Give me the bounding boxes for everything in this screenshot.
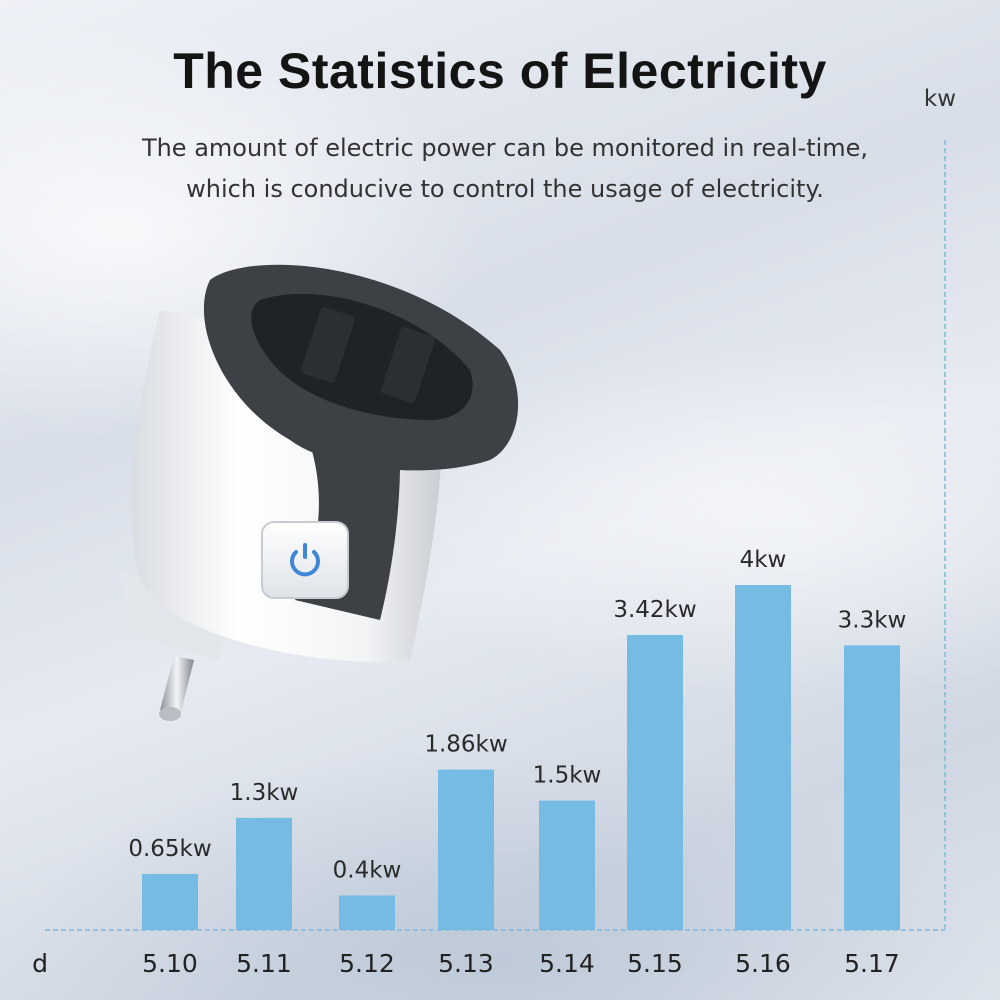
y-axis-unit-label: kw bbox=[924, 86, 956, 112]
bar-5.11 bbox=[236, 817, 292, 930]
tick-label-5.16: 5.16 bbox=[735, 949, 791, 978]
data-label-5.13: 1.86kw bbox=[424, 732, 507, 758]
power-button bbox=[261, 521, 349, 599]
bar-5.12 bbox=[339, 895, 395, 930]
bar-5.15 bbox=[627, 635, 683, 930]
data-label-5.16: 4kw bbox=[740, 547, 787, 573]
page-subtitle: The amount of electric power can be moni… bbox=[60, 128, 950, 210]
bar-5.10 bbox=[142, 873, 198, 930]
data-label-5.17: 3.3kw bbox=[838, 607, 907, 633]
data-label-5.14: 1.5kw bbox=[533, 763, 602, 789]
data-label-5.10: 0.65kw bbox=[128, 836, 211, 862]
page-title: The Statistics of Electricity bbox=[173, 43, 827, 99]
tick-label-5.12: 5.12 bbox=[339, 949, 395, 978]
bar-5.13 bbox=[438, 769, 494, 930]
subtitle-line-2: which is conducive to control the usage … bbox=[186, 175, 824, 203]
subtitle-line-1: The amount of electric power can be moni… bbox=[141, 134, 869, 162]
data-label-5.12: 0.4kw bbox=[333, 858, 402, 884]
tick-label-5.11: 5.11 bbox=[236, 949, 292, 978]
tick-label-5.14: 5.14 bbox=[539, 949, 595, 978]
tick-label-5.13: 5.13 bbox=[438, 949, 494, 978]
tick-label-5.15: 5.15 bbox=[627, 949, 683, 978]
smart-plug-illustration bbox=[120, 264, 519, 721]
x-tick-labels: 5.10 5.11 5.12 5.13 5.14 5.15 5.16 5.17 bbox=[142, 949, 900, 978]
bar-5.16 bbox=[735, 585, 791, 930]
bar-5.17 bbox=[844, 645, 900, 930]
bar-series bbox=[142, 585, 900, 930]
data-labels: 0.65kw 1.3kw 0.4kw 1.86kw 1.5kw 3.42kw 4kw 3.3k… bbox=[128, 547, 906, 884]
x-axis-unit-label: d bbox=[32, 949, 48, 978]
tick-label-5.17: 5.17 bbox=[844, 949, 900, 978]
tick-label-5.10: 5.10 bbox=[142, 949, 198, 978]
power-button-icon bbox=[290, 543, 320, 577]
bar-5.14 bbox=[539, 800, 595, 930]
data-label-5.15: 3.42kw bbox=[613, 597, 696, 623]
data-label-5.11: 1.3kw bbox=[230, 780, 299, 806]
plug-body bbox=[131, 264, 519, 662]
